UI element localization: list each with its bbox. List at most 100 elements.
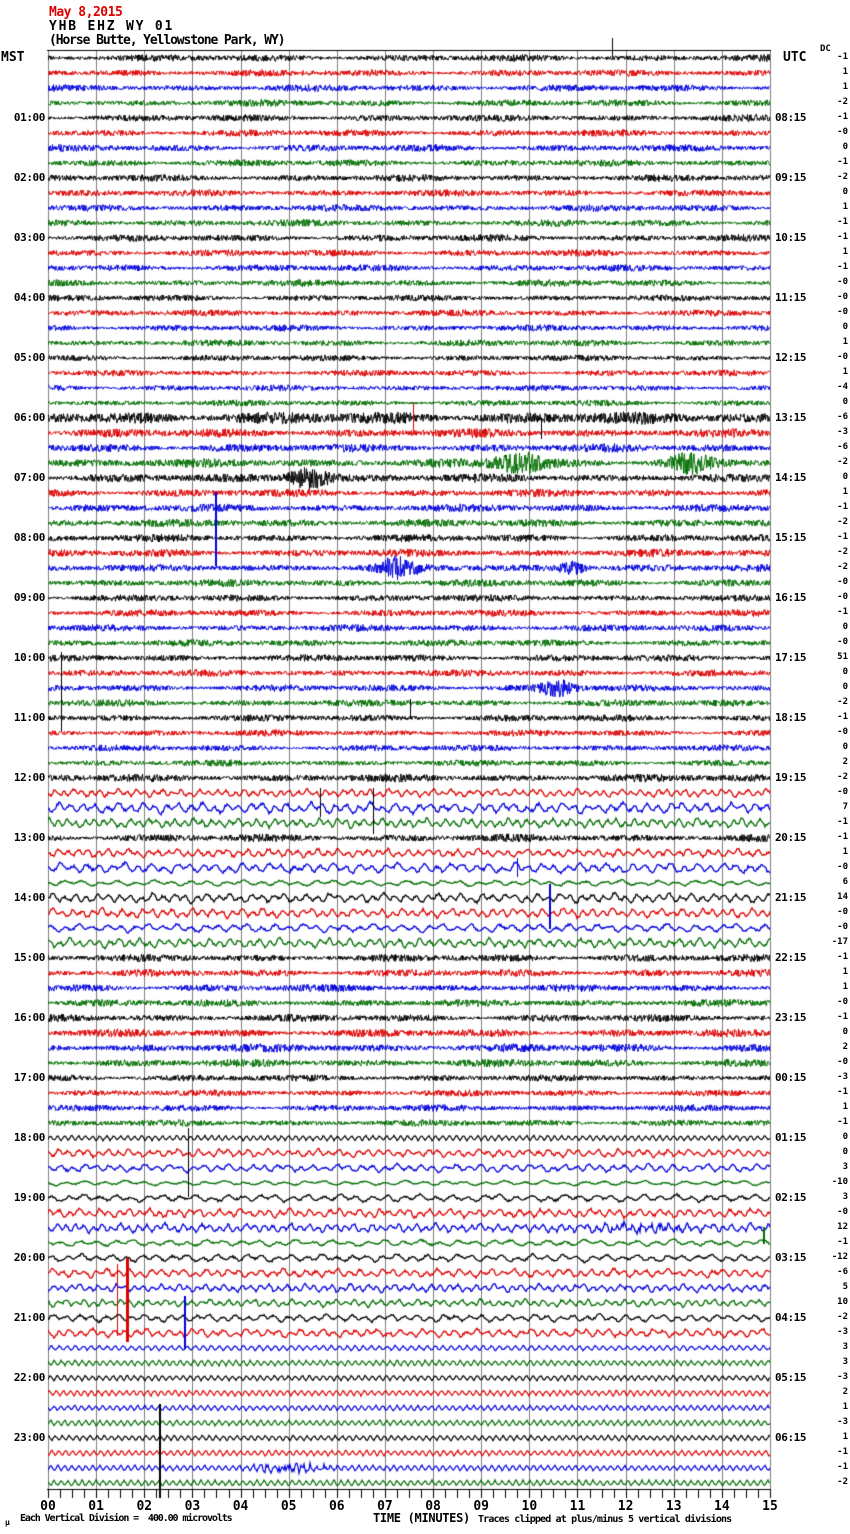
utc-hour-label: 22:15 [775,951,807,964]
mst-hour-label: 14:00 [13,891,46,904]
mst-hour-label: 10:00 [13,651,46,664]
mst-hour-label: 01:00 [13,111,46,124]
utc-hour-label: 08:15 [775,111,807,124]
dc-offset-value: 3 [842,1162,848,1172]
mst-hour-label: 22:00 [13,1371,46,1384]
utc-header: UTC [783,50,807,65]
microvolt-symbol: μ [5,1518,10,1527]
dc-offset-value: -6 [837,442,848,452]
dc-offset-value: -2 [837,172,848,182]
dc-offset-value: 0 [842,742,848,752]
mst-hour-label: 21:00 [13,1311,46,1324]
dc-offset-value: -0 [837,1057,848,1067]
mst-hour-label: 15:00 [13,951,46,964]
dc-offset-value: -3 [837,1072,848,1082]
dc-offset-value: 0 [842,667,848,677]
dc-offset-value: -17 [831,937,848,947]
mst-hour-label: 17:00 [13,1071,46,1084]
x-axis-label: 03 [184,1499,201,1514]
dc-offset-value: -3 [837,1372,848,1382]
dc-offset-value: 0 [842,397,848,407]
dc-offset-value: -0 [837,907,848,917]
dc-offset-value: 1 [842,982,848,992]
dc-offset-value: -2 [837,547,848,557]
mst-hour-label: 03:00 [13,231,46,244]
x-axis-label: 12 [617,1499,634,1514]
dc-offset-value: -1 [837,1012,848,1022]
mst-hour-label: 05:00 [13,351,46,364]
dc-offset-value: -1 [837,217,848,227]
dc-offset-value: -1 [837,712,848,722]
dc-offset-value: 1 [842,1432,848,1442]
dc-offset-value: 1 [842,247,848,257]
utc-hour-label: 11:15 [775,291,807,304]
dc-offset-value: 1 [842,82,848,92]
dc-offset-value: 1 [842,1402,848,1412]
dc-offset-value: 14 [837,892,848,902]
dc-offset-value: -2 [837,457,848,467]
dc-offset-value: -1 [837,832,848,842]
dc-offset-value: -1 [837,1462,848,1472]
utc-hour-label: 06:15 [775,1431,807,1444]
x-axis-label: 06 [328,1499,345,1514]
dc-offset-value: -0 [837,307,848,317]
dc-offset-value: -1 [837,502,848,512]
dc-offset-value: -1 [837,952,848,962]
dc-offset-value: 0 [842,1147,848,1157]
mst-hour-label: 02:00 [13,171,46,184]
title-date: May 8,2015 [49,5,123,20]
dc-offset-value: 3 [842,1357,848,1367]
dc-offset-value: -10 [831,1177,848,1187]
dc-offset-value: -0 [837,277,848,287]
dc-offset-value: -0 [837,922,848,932]
dc-offset-value: 0 [842,622,848,632]
dc-offset-value: -0 [837,1207,848,1217]
dc-offset-value: 1 [842,967,848,977]
dc-offset-value: -2 [837,772,848,782]
dc-offset-value: -1 [837,232,848,242]
dc-offset-value: 2 [842,1387,848,1397]
dc-offset-value: 0 [842,187,848,197]
dc-offset-value: -1 [837,157,848,167]
x-axis-label: 04 [232,1499,249,1514]
mst-hour-label: 04:00 [13,291,46,304]
dc-offset-value: -0 [837,577,848,587]
dc-offset-value: -1 [837,112,848,122]
x-axis-label: 10 [521,1499,538,1514]
utc-hour-label: 18:15 [775,711,807,724]
dc-offset-value: -0 [837,727,848,737]
dc-offset-value: 1 [842,367,848,377]
clip-note: Traces clipped at plus/minus 5 vertical … [478,1514,732,1525]
dc-offset-value: -0 [837,862,848,872]
dc-offset-value: 6 [842,877,848,887]
mst-hour-label: 16:00 [13,1011,46,1024]
x-axis-label: 01 [88,1499,104,1514]
x-axis-label: 13 [665,1499,682,1514]
dc-header: DC [820,44,831,54]
dc-offset-value: -6 [837,1267,848,1277]
utc-hour-label: 20:15 [775,831,807,844]
utc-hour-label: 09:15 [775,171,807,184]
x-axis-label: 02 [136,1499,153,1514]
dc-offset-value: 0 [842,1132,848,1142]
utc-hour-label: 23:15 [775,1011,807,1024]
mst-hour-label: 19:00 [13,1191,46,1204]
dc-offset-value: -4 [837,382,848,392]
dc-offset-value: -1 [837,1087,848,1097]
dc-offset-value: -1 [837,1237,848,1247]
dc-offset-value: 1 [842,1102,848,1112]
dc-offset-value: 10 [837,1297,848,1307]
dc-offset-value: 0 [842,472,848,482]
dc-offset-value: -1 [837,817,848,827]
utc-hour-label: 03:15 [775,1251,807,1264]
scale-note: Each Vertical Division = 400.00 microvol… [20,1513,233,1524]
dc-offset-value: -0 [837,787,848,797]
dc-offset-value: 51 [837,652,848,662]
x-axis-label: 05 [280,1499,297,1514]
dc-offset-value: 0 [842,682,848,692]
utc-hour-label: 12:15 [775,351,807,364]
mst-hour-label: 07:00 [13,471,46,484]
dc-offset-value: 2 [842,757,848,767]
dc-offset-value: 1 [842,67,848,77]
